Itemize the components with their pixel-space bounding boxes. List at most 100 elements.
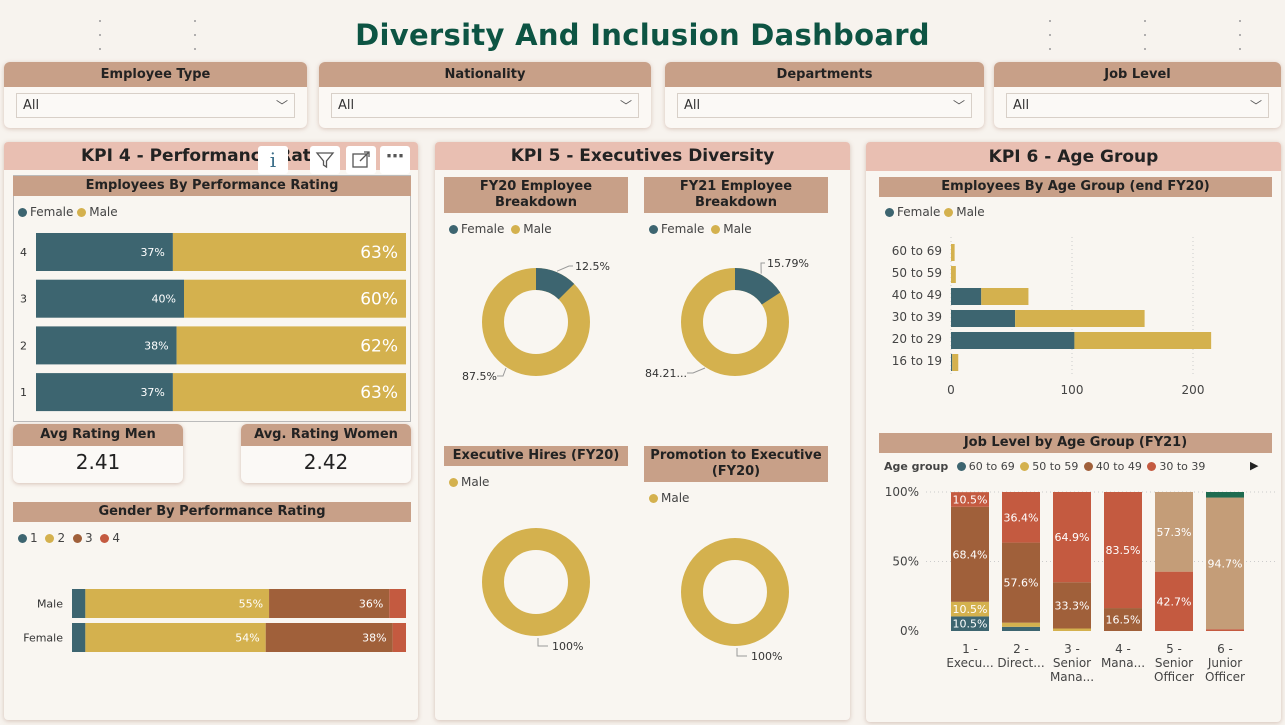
legend-dot	[1147, 462, 1157, 471]
rating-tick-label: 2	[20, 339, 27, 352]
segment-label: 10.5%	[953, 493, 988, 506]
legend-dot	[1083, 462, 1093, 471]
focus-mode-icon[interactable]	[346, 146, 376, 174]
legend-dot	[649, 225, 658, 234]
legend-dot	[72, 534, 82, 543]
male-data-label: 62%	[360, 336, 398, 356]
male-bar	[176, 326, 406, 365]
gender-bar-chart[interactable]: Male 55% 36% Female 54% 38%	[4, 582, 418, 657]
male-data-label: 63%	[360, 383, 398, 403]
legend-label: Male	[89, 205, 118, 219]
job-level-dropdown[interactable]: All ﹀	[1006, 93, 1269, 118]
departments-dropdown[interactable]: All ﹀	[677, 93, 972, 118]
legend-next-arrow-icon[interactable]: ▶	[1250, 459, 1259, 472]
nationality-dropdown[interactable]: All ﹀	[331, 93, 639, 118]
x-tick-label: Direct...	[997, 656, 1044, 670]
y-tick-label: 60 to 69	[892, 244, 942, 258]
rating-chart-title: Employees By Performance Rating	[13, 176, 411, 196]
legend-dot	[944, 208, 954, 217]
female-data-label: 15.79%	[767, 257, 809, 270]
age-bar-chart[interactable]: 0 100 200 60 to 69 50 to 59 40 to 49 30 to 39 2…	[866, 232, 1281, 402]
male-data-label: 63%	[360, 243, 398, 263]
legend-dot	[77, 208, 87, 217]
age-segment	[951, 601, 989, 617]
legend-dot	[511, 225, 521, 234]
rating-tick-label: 1	[20, 386, 27, 399]
segment-label: 57.6%	[1004, 577, 1039, 590]
hires-donut-chart[interactable]: 100%	[435, 512, 640, 662]
legend-label: Female	[461, 222, 505, 236]
job-stacked-chart[interactable]: 100% 50% 0% 10.5% 10.5% 68.4% 10.5% 1 -Execu...…	[866, 482, 1281, 682]
segment-label: 94.7%	[1208, 557, 1243, 570]
fy20-donut-chart[interactable]: 12.5% 87.5%	[435, 242, 640, 402]
age-segment	[1155, 571, 1193, 631]
legend-label: 40 to 49	[1095, 460, 1142, 473]
legend-label: 30 to 39	[1159, 460, 1206, 473]
legend-dot	[449, 478, 458, 487]
fy21-donut-chart[interactable]: 15.79% 84.21...	[635, 242, 850, 402]
y-tick-label: 20 to 29	[892, 332, 942, 346]
gender-tick-label: Male	[37, 598, 63, 611]
legend-title: Age group	[884, 460, 949, 473]
age-segment	[951, 492, 989, 507]
legend-dot	[449, 225, 458, 234]
fy20-title: FY20 Employee Breakdown	[444, 177, 628, 213]
visual-toolbar: i ⋯	[258, 146, 412, 174]
rating-3-bar	[265, 623, 393, 652]
more-options-icon[interactable]: ⋯	[380, 146, 410, 174]
legend-dot	[649, 494, 658, 503]
female-bar	[951, 288, 982, 305]
dropdown-value: All	[684, 98, 701, 113]
promotion-legend: Male	[649, 491, 689, 505]
rating-chart-frame	[13, 175, 411, 422]
segment-label: 68.4%	[953, 548, 988, 561]
segment-label: 42.7%	[1157, 595, 1192, 608]
kpi6-panel: KPI 6 - Age Group Employees By Age Group…	[866, 142, 1281, 722]
legend-label: 4	[112, 531, 121, 545]
job-chart-title: Job Level by Age Group (FY21)	[879, 433, 1272, 453]
male-data-label: 87.5%	[462, 370, 497, 383]
hires-legend: Male	[449, 475, 489, 489]
legend-label: 1	[30, 531, 38, 545]
x-tick-label: Officer	[1205, 670, 1245, 682]
male-bar	[172, 373, 406, 412]
age-segment	[1002, 622, 1040, 627]
kpi6-title: KPI 6 - Age Group	[866, 142, 1281, 171]
rating-legend: Female Male	[18, 205, 118, 219]
dropdown-value: All	[338, 98, 355, 113]
legend-label: Male	[661, 491, 690, 505]
info-icon[interactable]: i	[258, 146, 288, 174]
chevron-down-icon: ﹀	[275, 99, 288, 113]
slicer-label: Departments	[665, 62, 984, 87]
promotion-donut-chart[interactable]: 100%	[635, 522, 850, 672]
female-bar	[36, 373, 173, 412]
rating-tick-label: 3	[20, 293, 27, 306]
female-bar	[951, 354, 953, 371]
gender-tick-label: Female	[23, 632, 63, 645]
data-label: 55%	[239, 598, 263, 611]
avg-rating-men-card: Avg Rating Men 2.41	[13, 424, 183, 483]
y-tick-label: 0%	[900, 624, 919, 638]
rating-2-bar	[85, 623, 266, 652]
employee-type-dropdown[interactable]: All ﹀	[16, 93, 295, 118]
kpi4-panel: KPI 4 - Performance Rating Employees By …	[4, 142, 418, 720]
legend-label: 60 to 69	[968, 460, 1015, 473]
gender-legend: 1 2 3 4	[18, 531, 120, 545]
legend-label: 2	[57, 531, 66, 545]
chevron-down-icon: ﹀	[1249, 99, 1262, 113]
y-tick-label: 16 to 19	[892, 354, 942, 368]
x-tick-label: Mana...	[1050, 670, 1094, 682]
age-segment	[1053, 628, 1091, 631]
age-segment	[1104, 492, 1142, 609]
filter-icon[interactable]	[310, 146, 340, 174]
slicer-departments: Departments All ﹀	[665, 62, 984, 128]
legend-label: 3	[84, 531, 93, 545]
job-legend: Age group 60 to 69 50 to 59 40 to 49 30 …	[884, 460, 1205, 473]
legend-label: Male	[956, 205, 985, 219]
avg-rating-women-card: Avg. Rating Women 2.42	[241, 424, 411, 483]
fy20-legend: Female Male	[449, 222, 552, 236]
legend-label: Male	[461, 475, 490, 489]
data-label: 54%	[235, 632, 259, 645]
male-data-label: 84.21...	[645, 367, 687, 380]
rating-bar-chart[interactable]: 4 37% 63% 3 40% 60% 2 38% 62% 1 37% 63%	[4, 227, 418, 417]
